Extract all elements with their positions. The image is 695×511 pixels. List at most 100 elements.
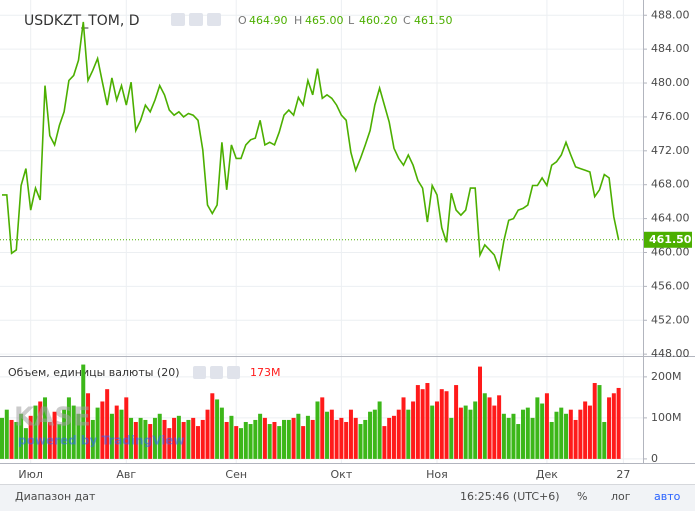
volume-bar xyxy=(549,421,554,459)
volume-bar xyxy=(234,426,239,459)
volume-bar xyxy=(363,419,368,459)
volume-bar xyxy=(47,421,52,459)
volume-bar xyxy=(463,405,468,459)
x-tick-label: Июл xyxy=(18,468,43,481)
volume-bar xyxy=(258,413,263,459)
volume-bar xyxy=(444,391,449,459)
volume-bar xyxy=(525,407,530,459)
volume-title: Объем, единицы валюты (20) xyxy=(8,366,180,379)
volume-bar xyxy=(329,409,334,459)
volume-bar xyxy=(339,417,344,459)
volume-bar xyxy=(23,428,28,459)
y-tick-label: 476.00 xyxy=(651,110,690,123)
close-button[interactable] xyxy=(207,13,221,26)
volume-bar xyxy=(14,421,19,459)
volume-bar xyxy=(439,389,444,459)
volume-bar xyxy=(148,424,153,459)
volume-bar xyxy=(4,409,9,459)
volume-bar xyxy=(611,393,616,459)
volume-bar xyxy=(253,419,258,459)
y-tick-label: 0 xyxy=(651,452,658,465)
settings-button[interactable] xyxy=(210,366,223,379)
volume-bar xyxy=(454,385,459,459)
volume-bar xyxy=(554,411,559,459)
volume-bar xyxy=(262,417,267,459)
volume-bar xyxy=(109,413,114,459)
volume-bar xyxy=(210,393,215,459)
volume-bar xyxy=(105,389,110,459)
volume-bar xyxy=(449,417,454,459)
y-tick-label: 100M xyxy=(651,411,682,424)
volume-bar xyxy=(143,419,148,459)
volume-bar xyxy=(372,409,377,459)
volume-bar xyxy=(540,403,545,459)
x-tick-label: Дек xyxy=(536,468,558,481)
legend-buttons[interactable] xyxy=(171,13,221,26)
volume-bar xyxy=(368,411,373,459)
volume-bar xyxy=(325,411,330,459)
volume-bar xyxy=(66,397,71,459)
volume-bar xyxy=(301,426,306,459)
ohlc-label: H xyxy=(294,14,302,27)
volume-bar xyxy=(391,415,396,459)
log-button[interactable]: лог xyxy=(611,490,631,503)
volume-bar xyxy=(377,401,382,459)
volume-bar xyxy=(305,415,310,459)
volume-bar xyxy=(282,419,287,459)
volume-bar xyxy=(544,393,549,459)
volume-bar xyxy=(76,413,81,459)
ohlc-label: O xyxy=(238,14,247,27)
volume-bar xyxy=(434,401,439,459)
volume-bar xyxy=(334,419,339,459)
ohlc-label: C xyxy=(403,14,411,27)
volume-bar xyxy=(401,397,406,459)
price-line xyxy=(2,21,620,272)
volume-bar xyxy=(411,401,416,459)
volume-last-label: 173M xyxy=(250,366,281,379)
eye-button[interactable] xyxy=(171,13,185,26)
volume-bar xyxy=(535,397,540,459)
volume-bar xyxy=(587,405,592,459)
volume-bar xyxy=(506,417,511,459)
volume-bar xyxy=(478,366,482,459)
volume-buttons[interactable] xyxy=(193,366,240,379)
clock: 16:25:46 (UTC+6) xyxy=(460,490,560,503)
volume-bar xyxy=(200,419,205,459)
watermark-title: KASE xyxy=(14,403,91,433)
volume-bar xyxy=(205,409,210,459)
volume-bar xyxy=(267,424,272,459)
volume-bar xyxy=(406,409,411,459)
volume-bar xyxy=(71,405,76,459)
volume-bar xyxy=(95,407,100,459)
volume-bar xyxy=(564,413,569,459)
ohlc-value: 464.90 xyxy=(249,14,288,27)
settings-button[interactable] xyxy=(189,13,203,26)
auto-button[interactable]: авто xyxy=(654,490,681,503)
eye-button[interactable] xyxy=(193,366,206,379)
volume-bar xyxy=(157,413,162,459)
volume-bar xyxy=(224,421,229,459)
ohlc-value: 465.00 xyxy=(305,14,344,27)
date-range-button[interactable]: Диапазон дат xyxy=(15,490,96,503)
volume-bar xyxy=(167,428,172,459)
close-button[interactable] xyxy=(227,366,240,379)
volume-bar xyxy=(315,401,320,459)
x-tick-label: Ноя xyxy=(426,468,448,481)
volume-bar xyxy=(430,405,435,459)
volume-bar xyxy=(215,399,220,459)
volume-bar xyxy=(90,419,95,459)
watermark-subtitle: powered by TradingView xyxy=(18,434,185,448)
volume-bar xyxy=(81,364,86,459)
volume-bar xyxy=(229,415,234,459)
y-tick-label: 468.00 xyxy=(651,178,690,191)
volume-bar xyxy=(468,409,473,459)
volume-bar xyxy=(511,413,516,459)
volume-bar xyxy=(583,401,588,459)
volume-bar xyxy=(243,421,248,459)
volume-bar xyxy=(219,407,224,459)
y-tick-label: 456.00 xyxy=(651,279,690,292)
volume-bar xyxy=(559,407,564,459)
y-tick-label: 448.00 xyxy=(651,347,690,360)
percent-button[interactable]: % xyxy=(577,490,587,503)
